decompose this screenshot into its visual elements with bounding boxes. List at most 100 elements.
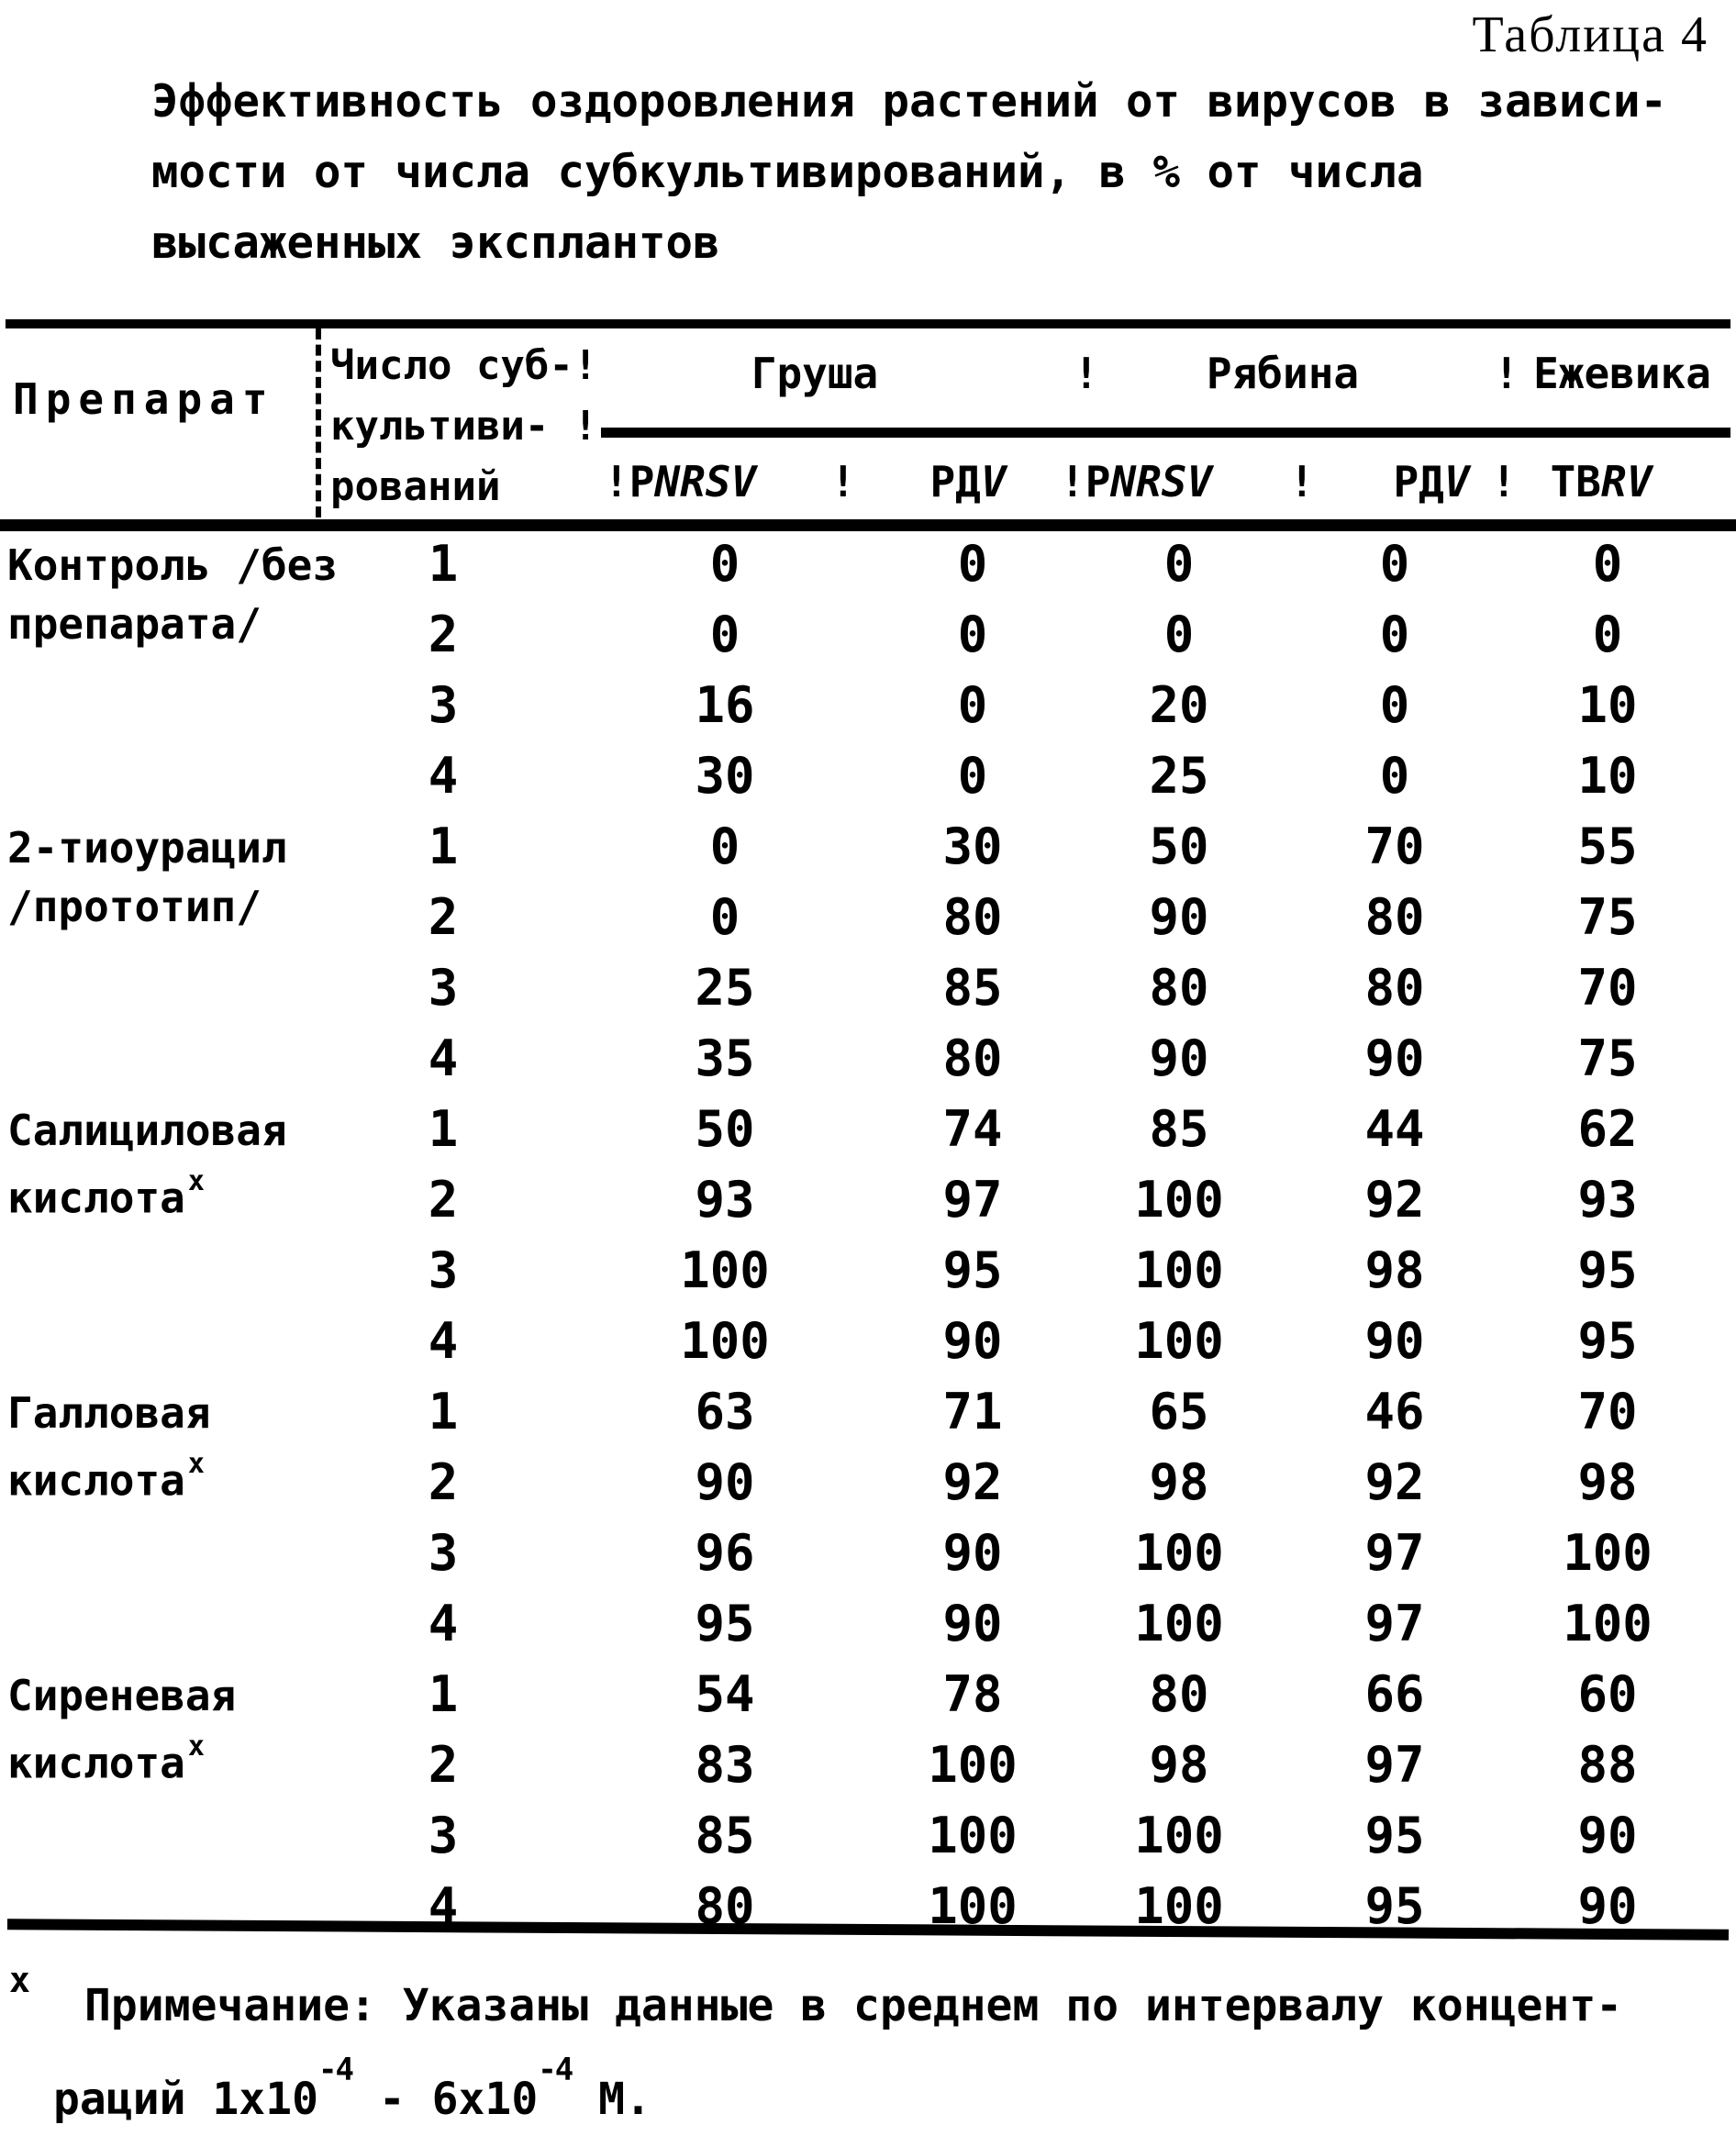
cell-value: 35 bbox=[695, 1029, 755, 1087]
cell-value: 54 bbox=[695, 1665, 755, 1723]
cell-subculture-count: 1 bbox=[428, 1383, 459, 1441]
cell-value: 90 bbox=[1149, 888, 1209, 946]
table-top-rule bbox=[6, 319, 1730, 328]
cell-value: 60 bbox=[1577, 1665, 1638, 1723]
cell-subculture-count: 1 bbox=[428, 818, 459, 875]
cell-value: 97 bbox=[1364, 1524, 1425, 1582]
fruit-header-underline-rule bbox=[601, 428, 1730, 438]
cell-value: 97 bbox=[1364, 1736, 1425, 1794]
cell-value: 98 bbox=[1364, 1241, 1425, 1299]
table-row: 1 50 74 85 44 62 bbox=[0, 1099, 1736, 1170]
cell-subculture-count: 3 bbox=[428, 676, 459, 734]
cell-value: 30 bbox=[942, 818, 1003, 875]
table-row: 2 90 92 98 92 98 bbox=[0, 1452, 1736, 1523]
cell-subculture-count: 4 bbox=[428, 1595, 459, 1652]
title-line-3: высаженных эксплантов bbox=[151, 217, 720, 269]
cell-value: 70 bbox=[1364, 818, 1425, 875]
cell-subculture-count: 2 bbox=[428, 606, 459, 663]
cell-value: 85 bbox=[942, 959, 1003, 1017]
cell-subculture-count: 1 bbox=[428, 1100, 459, 1158]
cell-value: 25 bbox=[1149, 747, 1209, 805]
cell-value: 80 bbox=[942, 1029, 1003, 1087]
cell-value: 90 bbox=[1577, 1877, 1638, 1935]
title-line-1: Эффективность оздоровления растений от в… bbox=[151, 75, 1668, 128]
table-row: 3 25 85 80 80 70 bbox=[0, 958, 1736, 1029]
cell-value: 50 bbox=[1149, 818, 1209, 875]
cell-value: 93 bbox=[695, 1171, 755, 1229]
cell-value: 92 bbox=[942, 1453, 1003, 1511]
title-line-2: мости от числа субкультивирований, в % о… bbox=[151, 146, 1424, 198]
cell-value: 100 bbox=[928, 1877, 1018, 1935]
table-number-label: Таблица 4 bbox=[1472, 6, 1708, 63]
cell-value: 90 bbox=[1149, 1029, 1209, 1087]
cell-value: 0 bbox=[1379, 676, 1410, 734]
table-row: 3 16 0 20 0 10 bbox=[0, 675, 1736, 746]
table-row: 4 80 100 100 95 90 bbox=[0, 1876, 1736, 1947]
subcultures-header-line-1: Число суб-! bbox=[330, 342, 598, 389]
cell-subculture-count: 4 bbox=[428, 1312, 459, 1370]
cell-value: 100 bbox=[1134, 1807, 1224, 1864]
table-row: 1 0 0 0 0 0 bbox=[0, 534, 1736, 605]
cell-value: 10 bbox=[1577, 747, 1638, 805]
virus-label-italic: V bbox=[1443, 457, 1470, 506]
preparation-label-line-1: 2-тиоурацил bbox=[7, 823, 287, 873]
preparation-label: Сиреневая кислота х bbox=[7, 1666, 236, 1792]
cell-value: 46 bbox=[1364, 1383, 1425, 1441]
cell-value: 90 bbox=[1577, 1807, 1638, 1864]
cell-value: 100 bbox=[680, 1241, 770, 1299]
cell-value: 66 bbox=[1364, 1665, 1425, 1723]
cell-subculture-count: 3 bbox=[428, 1241, 459, 1299]
cell-value: 95 bbox=[942, 1241, 1003, 1299]
cell-value: 0 bbox=[709, 535, 740, 593]
footnote-marker: х bbox=[187, 1165, 205, 1197]
virus-label-italic: RV bbox=[1601, 457, 1653, 506]
cell-value: 0 bbox=[709, 818, 740, 875]
subcultures-header-line-2: культиви- ! bbox=[330, 403, 598, 450]
table-row: 4 30 0 25 0 10 bbox=[0, 746, 1736, 817]
cell-value: 85 bbox=[1149, 1100, 1209, 1158]
cell-value: 98 bbox=[1577, 1453, 1638, 1511]
column-header-virus-pnrsv-pear: !PNRSV bbox=[604, 457, 756, 506]
preparation-label-line-2: препарата/ bbox=[7, 599, 262, 649]
cell-value: 0 bbox=[1592, 535, 1623, 593]
cell-value: 80 bbox=[942, 888, 1003, 946]
table-row: 3 96 90 100 97 100 bbox=[0, 1523, 1736, 1594]
cell-value: 100 bbox=[1563, 1595, 1653, 1652]
cell-subculture-count: 1 bbox=[428, 1665, 459, 1723]
cell-value: 62 bbox=[1577, 1100, 1638, 1158]
cell-value: 50 bbox=[695, 1100, 755, 1158]
cell-value: 0 bbox=[957, 676, 988, 734]
cell-value: 95 bbox=[1364, 1807, 1425, 1864]
cell-value: 96 bbox=[695, 1524, 755, 1582]
column-header-virus-pdv-rowan: РДV bbox=[1393, 457, 1469, 506]
cell-value: 0 bbox=[1379, 606, 1410, 663]
preparation-label-line-2: /прототип/ bbox=[7, 882, 262, 931]
cell-value: 0 bbox=[1163, 606, 1195, 663]
cell-value: 95 bbox=[1364, 1877, 1425, 1935]
cell-value: 44 bbox=[1364, 1100, 1425, 1158]
header-separator-mark: ! bbox=[1494, 349, 1519, 398]
cell-value: 0 bbox=[709, 606, 740, 663]
cell-subculture-count: 3 bbox=[428, 1524, 459, 1582]
document-title: Эффективность оздоровления растений от в… bbox=[151, 66, 1667, 278]
table-row: 1 63 71 65 46 70 bbox=[0, 1382, 1736, 1452]
cell-value: 90 bbox=[942, 1595, 1003, 1652]
cell-value: 78 bbox=[942, 1665, 1003, 1723]
cell-value: 90 bbox=[695, 1453, 755, 1511]
cell-subculture-count: 1 bbox=[428, 535, 459, 593]
footnote-concentration-middle: - 6x10 bbox=[351, 2074, 539, 2125]
column-header-preparation: Препарат bbox=[13, 374, 275, 424]
cell-value: 90 bbox=[1364, 1312, 1425, 1370]
cell-value: 85 bbox=[695, 1807, 755, 1864]
cell-value: 100 bbox=[1134, 1877, 1224, 1935]
cell-value: 100 bbox=[1134, 1312, 1224, 1370]
subcultures-header-line-3: рований bbox=[330, 463, 501, 510]
table-body: Контроль /без препарата/1 0 0 0 0 0 2 0 0 0 0 0 3 16 0 2… bbox=[0, 534, 1736, 1935]
header-separator-mark: ! bbox=[1491, 457, 1517, 506]
cell-value: 90 bbox=[1364, 1029, 1425, 1087]
cell-value: 80 bbox=[1364, 888, 1425, 946]
cell-value: 70 bbox=[1577, 1383, 1638, 1441]
cell-value: 25 bbox=[695, 959, 755, 1017]
cell-value: 30 bbox=[695, 747, 755, 805]
preparation-label: 2-тиоурацил/прототип/ bbox=[7, 818, 287, 936]
